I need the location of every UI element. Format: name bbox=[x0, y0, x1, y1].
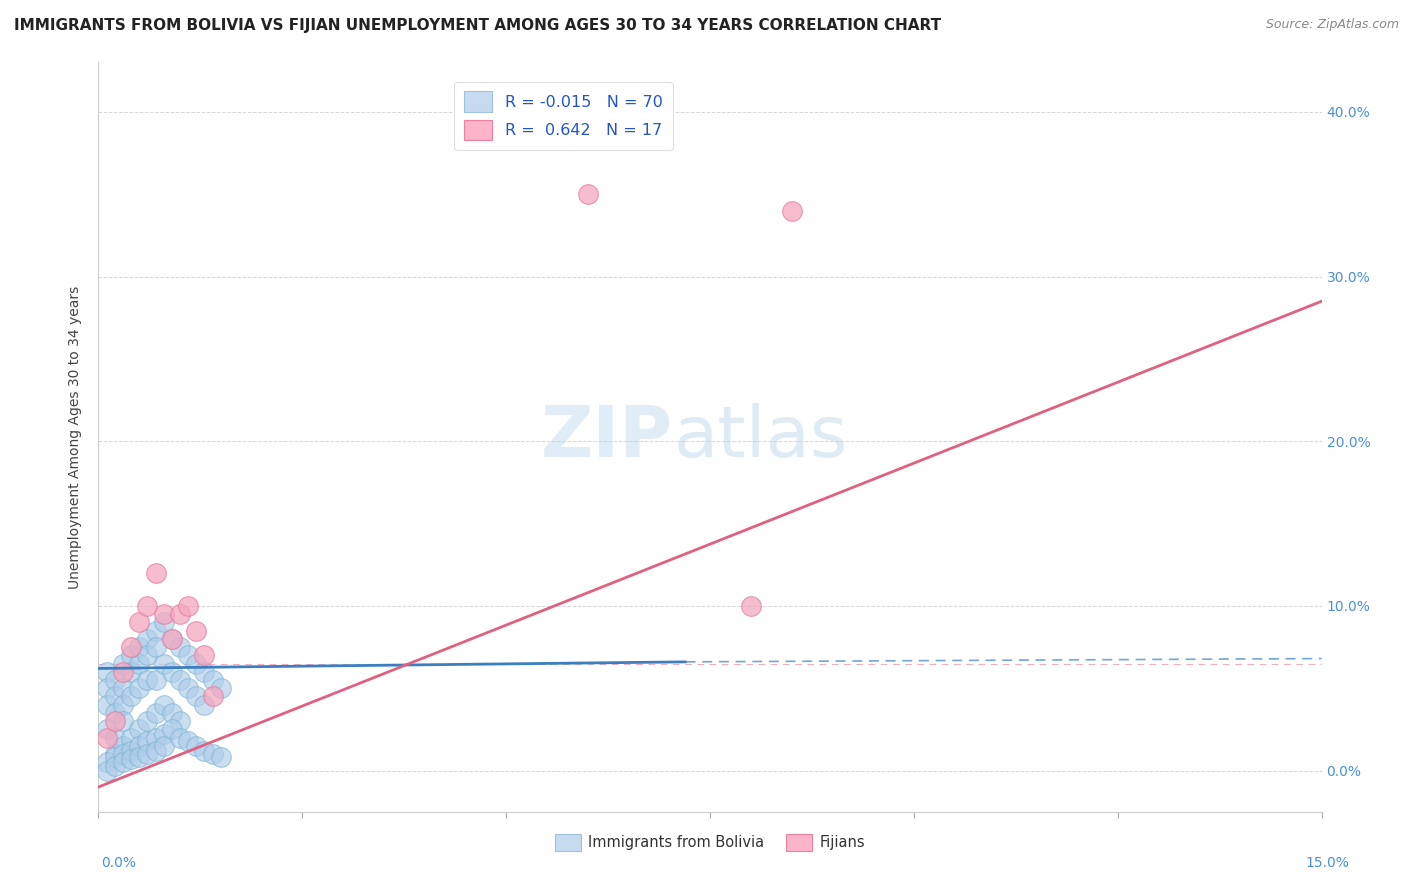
Point bbox=[160, 706, 183, 720]
Point bbox=[145, 731, 167, 745]
Point bbox=[145, 640, 167, 654]
Point bbox=[128, 723, 150, 737]
Text: atlas: atlas bbox=[673, 402, 848, 472]
Point bbox=[186, 690, 208, 704]
Point bbox=[193, 744, 215, 758]
Point bbox=[177, 681, 200, 696]
Point bbox=[186, 624, 208, 638]
Point bbox=[152, 739, 174, 753]
Point bbox=[160, 632, 183, 646]
Text: 15.0%: 15.0% bbox=[1306, 855, 1350, 870]
Text: ZIP: ZIP bbox=[541, 402, 673, 472]
Point bbox=[160, 723, 183, 737]
Point bbox=[145, 673, 167, 687]
Point bbox=[193, 648, 215, 663]
Point bbox=[136, 747, 159, 761]
Point bbox=[96, 665, 118, 679]
Point bbox=[111, 747, 134, 761]
Point bbox=[104, 706, 127, 720]
Point bbox=[186, 739, 208, 753]
Point bbox=[780, 203, 803, 218]
Point bbox=[111, 739, 134, 753]
Point bbox=[740, 599, 762, 613]
Point bbox=[120, 648, 142, 663]
Point bbox=[128, 640, 150, 654]
Point bbox=[104, 673, 127, 687]
Point bbox=[96, 756, 118, 770]
Point bbox=[136, 648, 159, 663]
Point bbox=[104, 731, 127, 745]
Point bbox=[145, 624, 167, 638]
Point bbox=[169, 607, 191, 621]
Point bbox=[104, 750, 127, 764]
Point bbox=[152, 607, 174, 621]
Point bbox=[111, 681, 134, 696]
Point bbox=[201, 690, 224, 704]
Point bbox=[104, 714, 127, 728]
Point bbox=[169, 731, 191, 745]
Point bbox=[201, 747, 224, 761]
Point bbox=[209, 681, 232, 696]
Point bbox=[193, 698, 215, 712]
Point bbox=[169, 640, 191, 654]
Point bbox=[120, 731, 142, 745]
Point bbox=[160, 665, 183, 679]
Point bbox=[136, 714, 159, 728]
Point bbox=[128, 657, 150, 671]
Point bbox=[104, 690, 127, 704]
Point bbox=[104, 747, 127, 761]
Point bbox=[128, 739, 150, 753]
Point bbox=[96, 731, 118, 745]
Y-axis label: Unemployment Among Ages 30 to 34 years: Unemployment Among Ages 30 to 34 years bbox=[69, 285, 83, 589]
Point bbox=[193, 665, 215, 679]
Point bbox=[152, 657, 174, 671]
Point bbox=[152, 615, 174, 630]
Point bbox=[136, 599, 159, 613]
Point bbox=[120, 744, 142, 758]
Point bbox=[160, 632, 183, 646]
Point bbox=[111, 756, 134, 770]
Point bbox=[145, 744, 167, 758]
Point bbox=[128, 750, 150, 764]
Legend: Immigrants from Bolivia, Fijians: Immigrants from Bolivia, Fijians bbox=[548, 829, 872, 857]
Point bbox=[169, 673, 191, 687]
Text: 0.0%: 0.0% bbox=[101, 855, 136, 870]
Point bbox=[96, 698, 118, 712]
Point bbox=[120, 752, 142, 766]
Point bbox=[145, 566, 167, 580]
Point bbox=[186, 657, 208, 671]
Point bbox=[136, 673, 159, 687]
Point bbox=[128, 615, 150, 630]
Text: IMMIGRANTS FROM BOLIVIA VS FIJIAN UNEMPLOYMENT AMONG AGES 30 TO 34 YEARS CORRELA: IMMIGRANTS FROM BOLIVIA VS FIJIAN UNEMPL… bbox=[14, 18, 941, 33]
Point bbox=[177, 734, 200, 748]
Point bbox=[209, 750, 232, 764]
Point bbox=[111, 657, 134, 671]
Point bbox=[201, 673, 224, 687]
Point bbox=[576, 187, 599, 202]
Point bbox=[152, 698, 174, 712]
Point bbox=[96, 681, 118, 696]
Point bbox=[169, 714, 191, 728]
Point bbox=[96, 764, 118, 778]
Point bbox=[145, 706, 167, 720]
Point bbox=[111, 714, 134, 728]
Text: Source: ZipAtlas.com: Source: ZipAtlas.com bbox=[1265, 18, 1399, 31]
Point bbox=[136, 632, 159, 646]
Point bbox=[136, 734, 159, 748]
Point bbox=[111, 698, 134, 712]
Point bbox=[128, 681, 150, 696]
Point bbox=[152, 727, 174, 741]
Point bbox=[104, 758, 127, 772]
Point bbox=[96, 723, 118, 737]
Point bbox=[177, 648, 200, 663]
Point bbox=[120, 665, 142, 679]
Point bbox=[111, 665, 134, 679]
Point bbox=[120, 690, 142, 704]
Point bbox=[177, 599, 200, 613]
Point bbox=[120, 640, 142, 654]
